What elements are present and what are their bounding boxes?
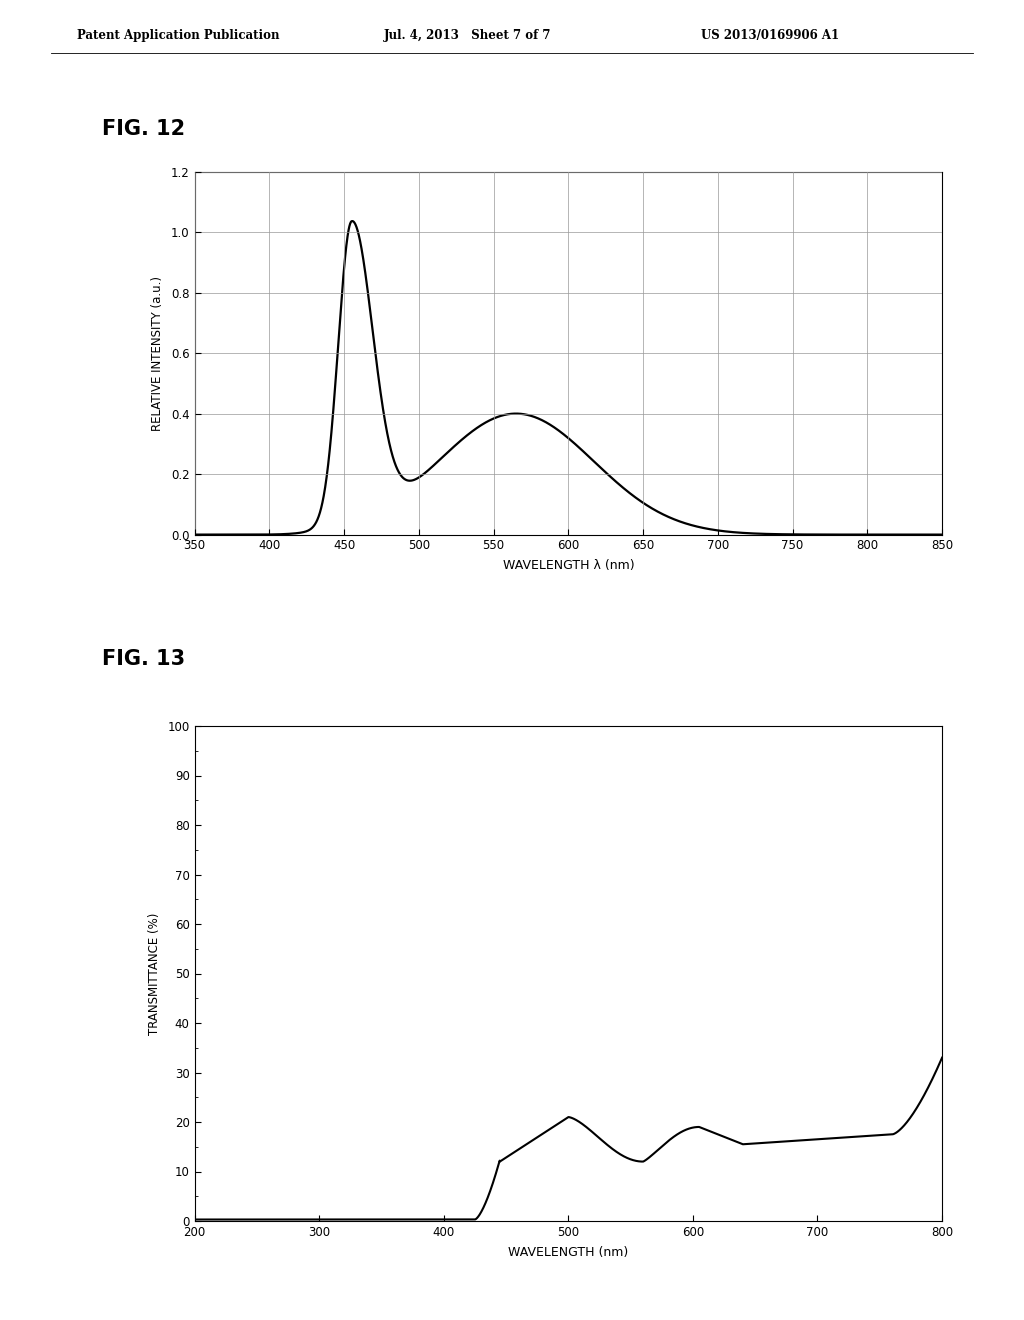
Y-axis label: TRANSMITTANCE (%): TRANSMITTANCE (%) [147,912,161,1035]
X-axis label: WAVELENGTH λ (nm): WAVELENGTH λ (nm) [503,560,634,573]
Text: US 2013/0169906 A1: US 2013/0169906 A1 [701,29,840,42]
Text: FIG. 13: FIG. 13 [102,649,185,669]
Text: FIG. 12: FIG. 12 [102,119,185,139]
Y-axis label: RELATIVE INTENSITY (a.u.): RELATIVE INTENSITY (a.u.) [151,276,164,430]
Text: Patent Application Publication: Patent Application Publication [77,29,280,42]
X-axis label: WAVELENGTH (nm): WAVELENGTH (nm) [508,1246,629,1259]
Text: Jul. 4, 2013   Sheet 7 of 7: Jul. 4, 2013 Sheet 7 of 7 [384,29,552,42]
